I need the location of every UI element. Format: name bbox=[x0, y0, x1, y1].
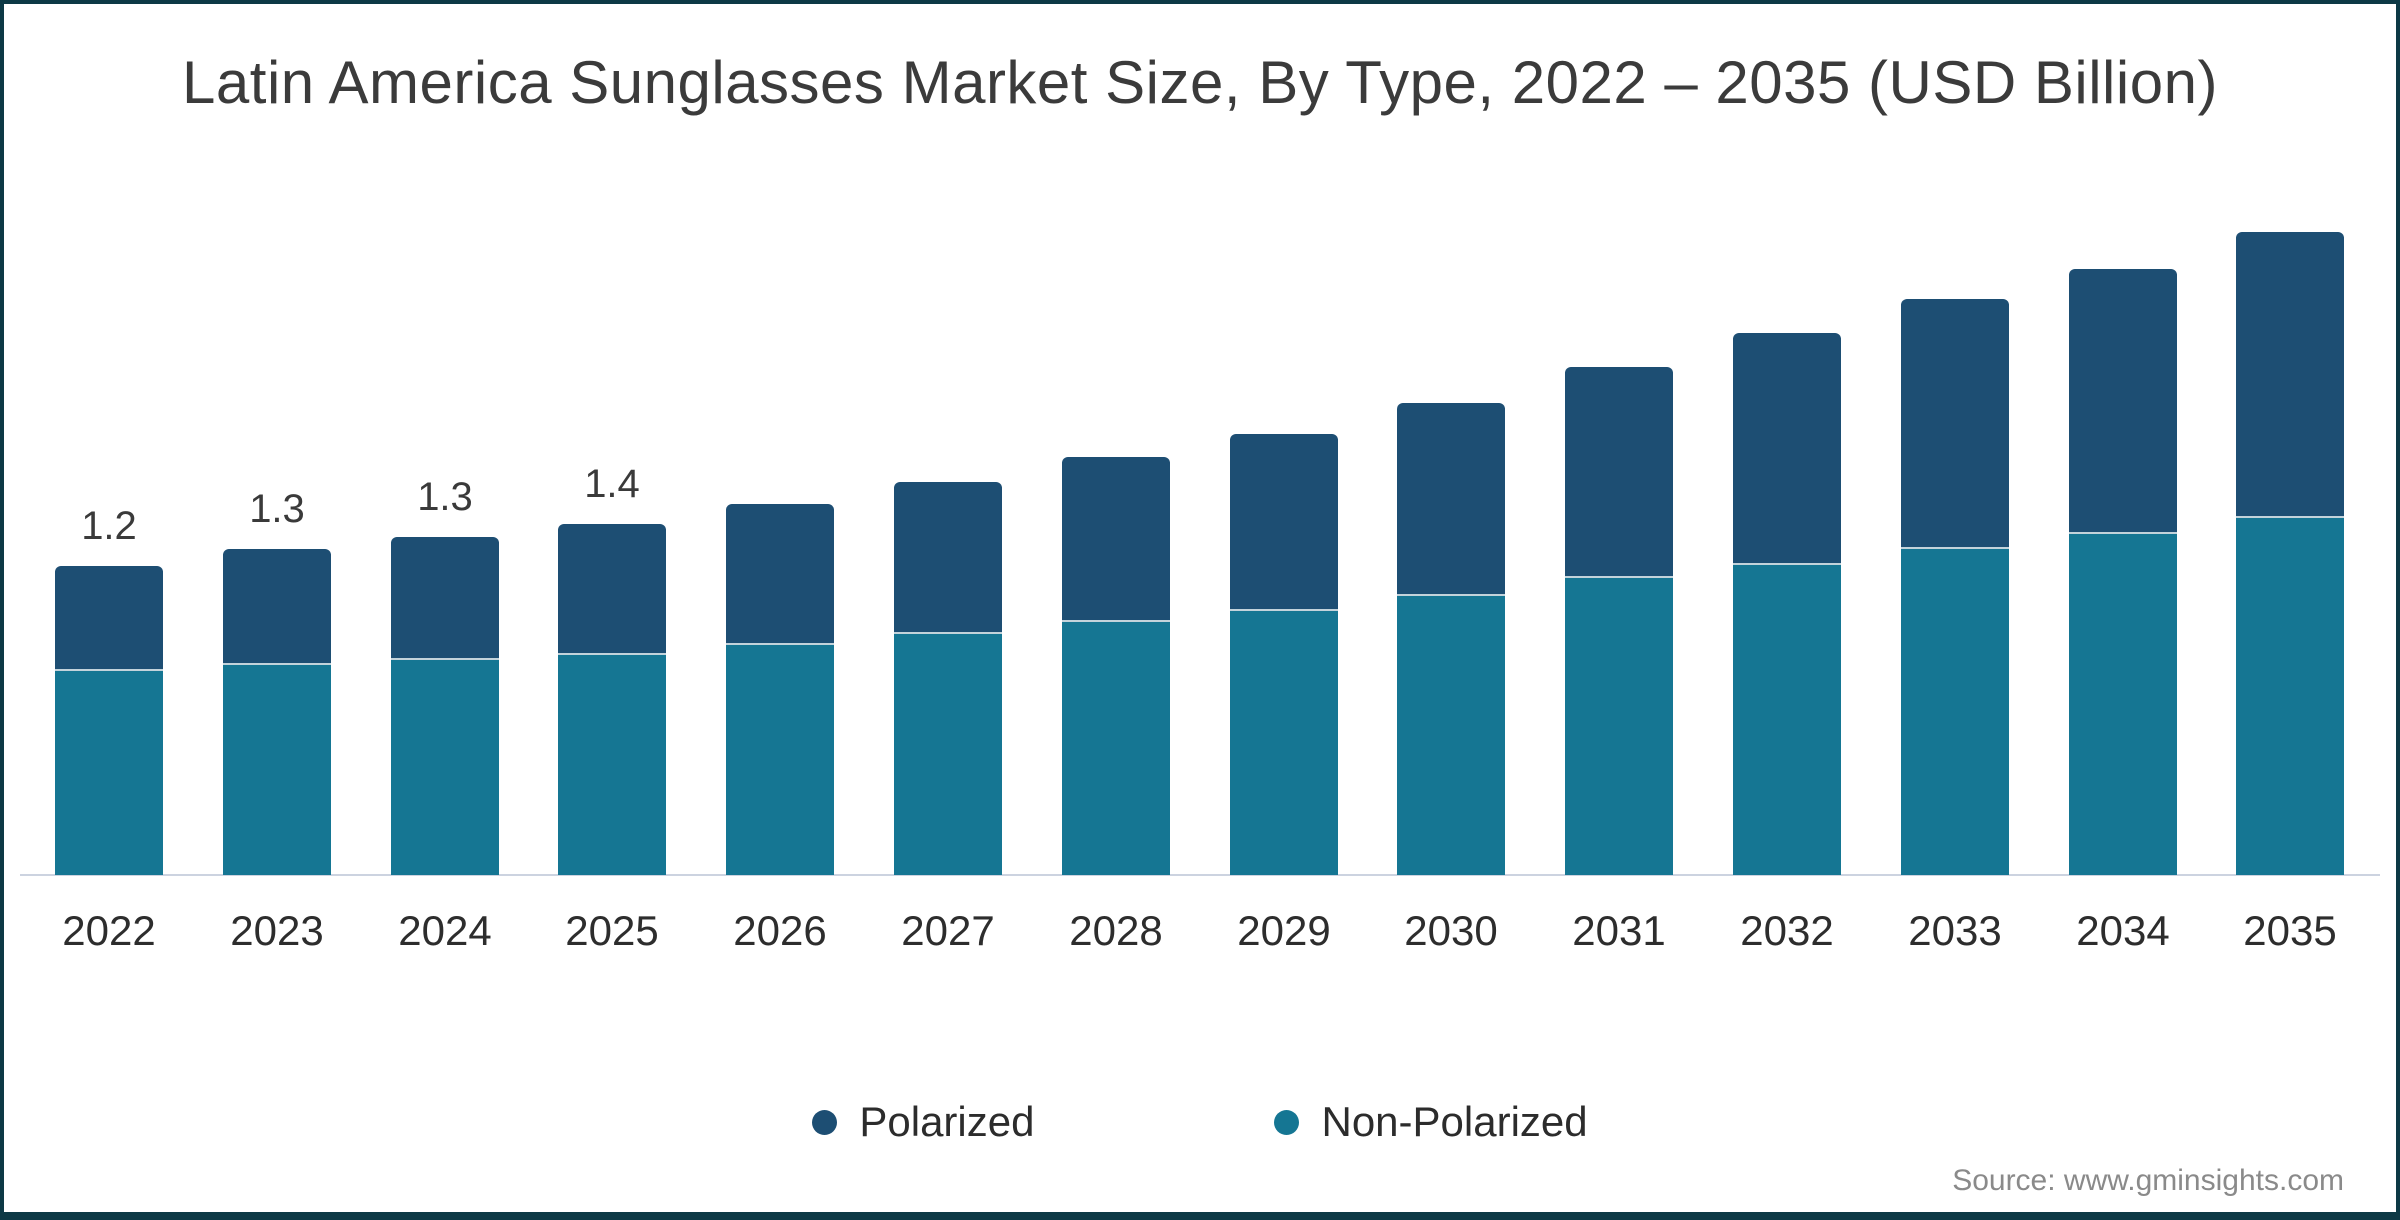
bar-segment-non-polarized-2025 bbox=[558, 653, 666, 875]
bar-segment-non-polarized-2031 bbox=[1565, 576, 1673, 875]
bar-segment-polarized-2024 bbox=[391, 537, 499, 658]
x-axis-label-2028: 2028 bbox=[1069, 907, 1163, 954]
x-axis-label-2031: 2031 bbox=[1572, 907, 1666, 954]
legend-label-non-polarized: Non-Polarized bbox=[1321, 1098, 1588, 1145]
x-axis-label-2023: 2023 bbox=[230, 907, 324, 954]
plot-area: 1.2 2022 1.3 2023 1.3 2024 1.4 2025 2026 2027 2028… bbox=[4, 4, 2396, 1212]
x-axis-label-2026: 2026 bbox=[733, 907, 827, 954]
bar-value-label-2022: 1.2 bbox=[81, 504, 137, 548]
bar-value-label-2023: 1.3 bbox=[249, 487, 305, 531]
bar-segment-non-polarized-2023 bbox=[223, 663, 331, 875]
x-axis-label-2032: 2032 bbox=[1740, 907, 1834, 954]
bar-segment-polarized-2023 bbox=[223, 549, 331, 663]
bar-value-label-2024: 1.3 bbox=[417, 475, 473, 519]
bar-segment-polarized-2032 bbox=[1733, 333, 1841, 563]
bar-segment-polarized-2033 bbox=[1901, 299, 2009, 547]
legend-item-non-polarized: Non-Polarized bbox=[1274, 1098, 1588, 1146]
x-axis-label-2033: 2033 bbox=[1908, 907, 2002, 954]
source-attribution: Source: www.gminsights.com bbox=[1952, 1164, 2344, 1197]
bar-segment-polarized-2025 bbox=[558, 524, 666, 653]
bar-segment-non-polarized-2029 bbox=[1230, 609, 1338, 875]
bar-segment-polarized-2035 bbox=[2236, 232, 2344, 516]
bar-segment-polarized-2028 bbox=[1062, 457, 1170, 620]
x-axis-label-2024: 2024 bbox=[398, 907, 492, 954]
bar-segment-non-polarized-2026 bbox=[726, 643, 834, 875]
bar-segment-non-polarized-2030 bbox=[1397, 594, 1505, 875]
x-axis-label-2029: 2029 bbox=[1237, 907, 1331, 954]
legend-dot-non-polarized-icon bbox=[1274, 1109, 1300, 1135]
bar-segment-non-polarized-2028 bbox=[1062, 620, 1170, 875]
bar-segment-non-polarized-2027 bbox=[894, 632, 1002, 875]
bar-segment-polarized-2022 bbox=[55, 566, 163, 669]
bar-segment-polarized-2031 bbox=[1565, 367, 1673, 576]
bar-segment-non-polarized-2035 bbox=[2236, 516, 2344, 875]
x-axis-label-2027: 2027 bbox=[901, 907, 995, 954]
x-axis-label-2030: 2030 bbox=[1404, 907, 1498, 954]
x-axis-label-2022: 2022 bbox=[62, 907, 156, 954]
bar-segment-polarized-2034 bbox=[2069, 269, 2177, 532]
bar-value-label-2025: 1.4 bbox=[584, 462, 640, 506]
x-axis-label-2025: 2025 bbox=[565, 907, 659, 954]
legend-label-polarized: Polarized bbox=[859, 1098, 1035, 1145]
legend-item-polarized: Polarized bbox=[812, 1098, 1034, 1146]
bar-segment-polarized-2030 bbox=[1397, 403, 1505, 594]
x-axis-label-2034: 2034 bbox=[2076, 907, 2170, 954]
bar-segment-polarized-2027 bbox=[894, 482, 1002, 632]
bar-segment-polarized-2029 bbox=[1230, 434, 1338, 609]
bar-segment-non-polarized-2032 bbox=[1733, 563, 1841, 875]
bar-segment-non-polarized-2022 bbox=[55, 669, 163, 875]
bar-segment-non-polarized-2033 bbox=[1901, 547, 2009, 875]
legend-dot-polarized-icon bbox=[812, 1109, 838, 1135]
chart-title: Latin America Sunglasses Market Size, By… bbox=[182, 49, 2218, 116]
bar-segment-polarized-2026 bbox=[726, 504, 834, 643]
bar-segment-non-polarized-2034 bbox=[2069, 532, 2177, 875]
bar-segment-non-polarized-2024 bbox=[391, 658, 499, 875]
x-axis-line bbox=[20, 874, 2380, 876]
x-axis-label-2035: 2035 bbox=[2243, 907, 2337, 954]
legend: Polarized Non-Polarized bbox=[4, 1098, 2396, 1146]
